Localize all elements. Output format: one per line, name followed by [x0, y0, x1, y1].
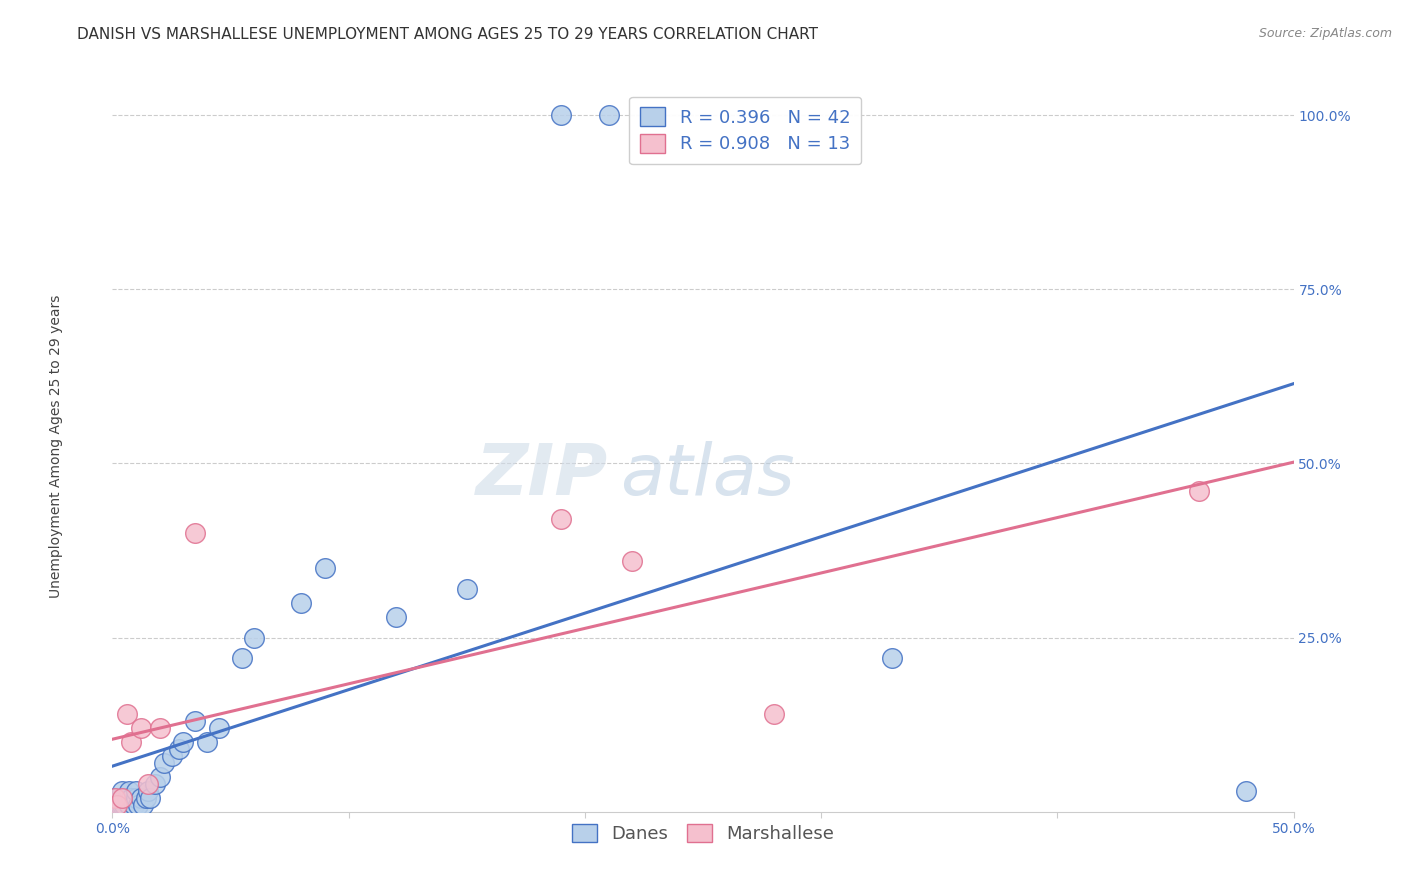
Point	[115, 707, 138, 722]
Point	[125, 784, 148, 798]
Point	[243, 631, 266, 645]
Point	[385, 609, 408, 624]
Point	[550, 108, 572, 122]
Point	[112, 790, 135, 805]
Point	[160, 749, 183, 764]
Point	[115, 790, 138, 805]
Point	[621, 554, 644, 568]
Point	[456, 582, 478, 596]
Point	[208, 721, 231, 735]
Point	[104, 797, 127, 812]
Point	[105, 790, 128, 805]
Point	[104, 790, 127, 805]
Text: atlas: atlas	[620, 441, 794, 509]
Point	[139, 790, 162, 805]
Point	[127, 797, 149, 812]
Point	[118, 797, 141, 812]
Point	[129, 790, 152, 805]
Point	[105, 797, 128, 812]
Point	[120, 735, 142, 749]
Point	[1188, 484, 1211, 499]
Point	[149, 770, 172, 784]
Point	[149, 721, 172, 735]
Point	[120, 790, 142, 805]
Point	[231, 651, 253, 665]
Text: Source: ZipAtlas.com: Source: ZipAtlas.com	[1258, 27, 1392, 40]
Point	[184, 714, 207, 728]
Point	[184, 526, 207, 541]
Point	[290, 596, 312, 610]
Point	[104, 790, 127, 805]
Point	[129, 721, 152, 735]
Point	[314, 561, 336, 575]
Legend: Danes, Marshallese: Danes, Marshallese	[565, 816, 841, 850]
Point	[136, 784, 159, 798]
Point	[880, 651, 903, 665]
Point	[167, 742, 190, 756]
Point	[143, 777, 166, 791]
Point	[195, 735, 218, 749]
Text: ZIP: ZIP	[477, 441, 609, 509]
Point	[153, 756, 176, 770]
Point	[135, 790, 157, 805]
Point	[105, 797, 128, 812]
Point	[118, 784, 141, 798]
Point	[108, 790, 131, 805]
Point	[598, 108, 620, 122]
Point	[122, 797, 145, 812]
Point	[132, 797, 155, 812]
Point	[111, 797, 134, 812]
Text: DANISH VS MARSHALLESE UNEMPLOYMENT AMONG AGES 25 TO 29 YEARS CORRELATION CHART: DANISH VS MARSHALLESE UNEMPLOYMENT AMONG…	[77, 27, 818, 42]
Point	[136, 777, 159, 791]
Point	[111, 790, 134, 805]
Text: Unemployment Among Ages 25 to 29 years: Unemployment Among Ages 25 to 29 years	[49, 294, 63, 598]
Point	[762, 707, 785, 722]
Point	[1234, 784, 1257, 798]
Point	[550, 512, 572, 526]
Point	[111, 784, 134, 798]
Point	[125, 790, 148, 805]
Point	[108, 797, 131, 812]
Point	[172, 735, 194, 749]
Point	[112, 797, 135, 812]
